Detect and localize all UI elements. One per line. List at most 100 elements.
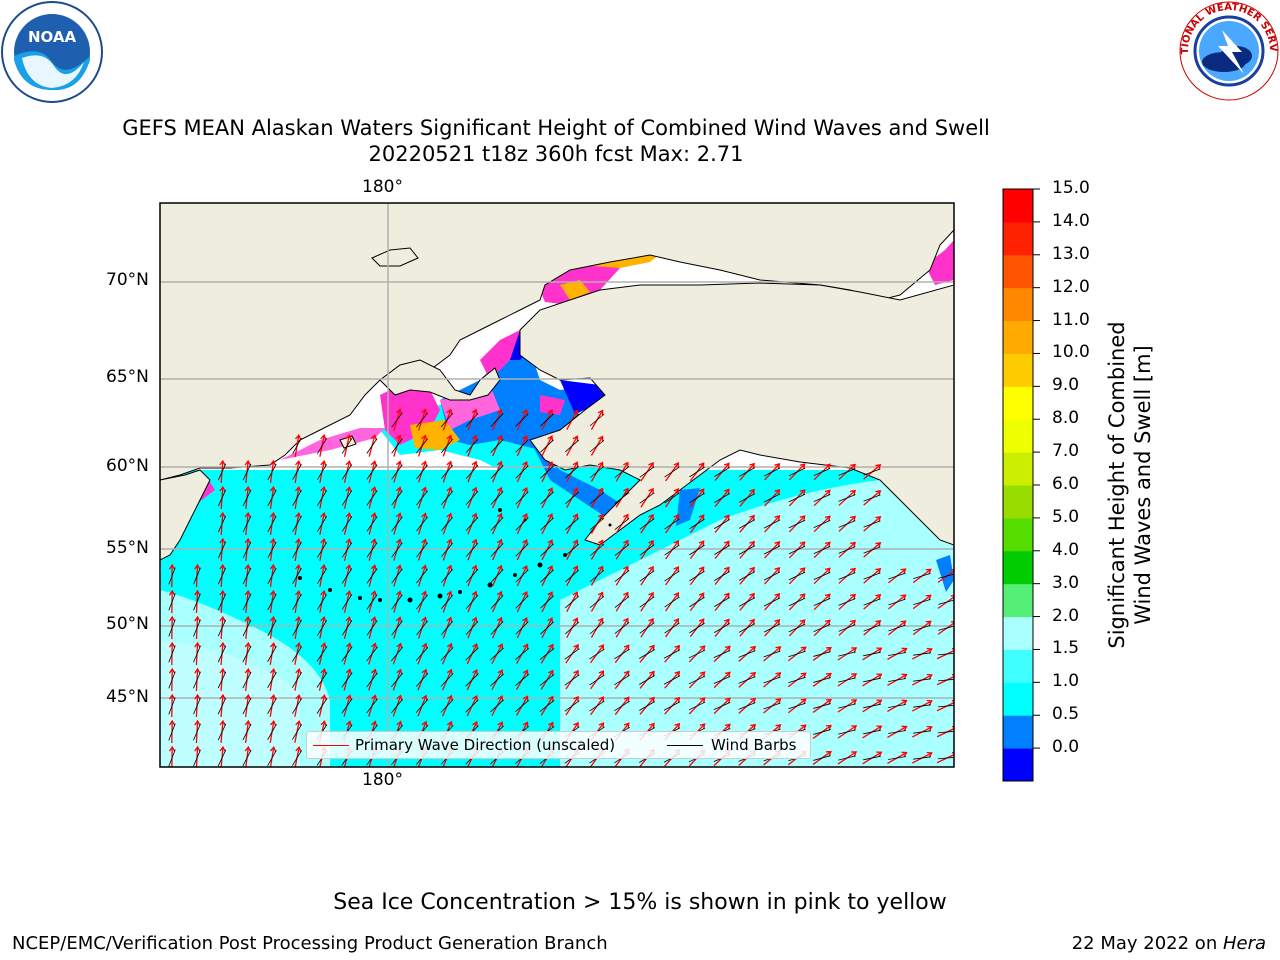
wave-arrowhead [219,719,226,726]
wind-barb [913,704,931,708]
wind-barb [639,518,655,530]
wave-arrowhead [572,487,579,494]
wind-barb [217,749,227,767]
wind-barb [391,516,403,532]
wave-arrowhead [497,695,504,702]
wave-arrowhead [219,641,226,648]
wave-arrowhead [900,594,907,601]
wave-arrowhead [850,489,857,496]
wave-arrowhead [749,618,755,625]
wave-arrowhead [345,616,352,623]
wind-barb [193,567,201,585]
wave-legend-label: Primary Wave Direction (unscaled) [355,736,616,754]
wave-arrowhead [824,593,831,600]
wind-barb [664,544,680,556]
wind-barb [913,624,931,632]
wind-barb [341,438,353,454]
wave-arrowhead [572,409,579,416]
wave-arrowhead [320,460,327,467]
wave-arrowhead [168,667,176,674]
wave-arrowhead [471,616,478,623]
wave-arrowhead [421,538,428,545]
wind-barb [391,620,403,636]
wind-barb [168,671,176,689]
wave-arrowhead [446,486,453,493]
wave-arrowhead [547,487,554,494]
wind-barb [614,466,630,478]
wind-barb [689,570,705,582]
footer-host: Hera [1222,933,1266,954]
wind-barb [217,723,227,741]
wave-arrowhead [901,647,908,654]
wind-barb [267,567,277,585]
wind-barb [291,724,303,740]
colorbar-segment [1003,682,1033,716]
wind-barb [863,624,881,632]
nws-logo: NATIONAL WEATHER SERVICE [1178,0,1279,101]
wind-barb [938,599,954,605]
wind-barb [316,620,328,636]
wind-barb [913,652,931,656]
wave-arrowhead [547,591,554,598]
wave-arrowhead [699,697,706,704]
wind-barb [714,623,730,633]
wind-barb [465,439,479,453]
wind-barb [391,542,403,558]
wind-barb [938,652,954,656]
wind-barb [663,701,681,711]
wind-barb [341,594,353,610]
wind-barb [242,463,252,481]
wind-barb [217,671,227,689]
wind-barb [267,489,277,507]
wave-arrowhead [799,593,806,600]
colorbar-tick-label: 5.0 [1052,506,1080,527]
colorbar-tick-label: 14.0 [1052,210,1090,231]
wind-barb [639,649,655,659]
wind-barb [540,543,554,557]
wind-barb [813,467,831,477]
wind-barb [440,647,454,661]
wind-barb [763,597,781,607]
wave-arrowhead [825,672,832,679]
wind-barb [888,572,906,580]
wind-barb [813,623,831,633]
wave-arrowhead [623,461,629,468]
wave-arrowhead [900,620,907,627]
wave-arrowhead [294,433,302,441]
wave-arrowhead [244,667,252,674]
wave-arrowhead [775,698,782,704]
wave-arrowhead [496,512,503,519]
wind-barb [838,624,856,632]
wind-barb [589,569,605,583]
wave-arrowhead [850,619,857,626]
wave-arrowhead [824,463,831,470]
wind-barb [391,568,403,584]
wind-barb [217,541,227,559]
wind-barb [490,517,504,531]
wave-arrowhead [901,699,908,706]
wind-barb [316,464,328,480]
wave-arrowhead [446,590,453,597]
wave-arrowhead [219,745,226,752]
wind-barb [291,672,303,688]
wave-arrowhead [522,590,528,598]
colorbar-tick-label: 2.0 [1052,605,1080,626]
wind-barb [763,702,781,710]
wind-barb [366,464,378,480]
wind-barb [242,541,252,559]
wind-barb [242,671,252,689]
wind-barb [292,437,302,455]
colorbar-tick-label: 9.0 [1052,375,1080,396]
wind-barb [863,755,881,761]
wind-barb [664,492,680,504]
wave-arrowhead [395,408,403,415]
wave-arrowhead [824,541,831,548]
wind-barb [490,413,504,427]
wind-barb [416,594,428,610]
wind-barb [788,493,806,503]
wave-arrowhead [522,669,529,676]
wind-barb [316,672,328,688]
wind-barb [217,593,227,611]
wind-barb [714,571,730,581]
